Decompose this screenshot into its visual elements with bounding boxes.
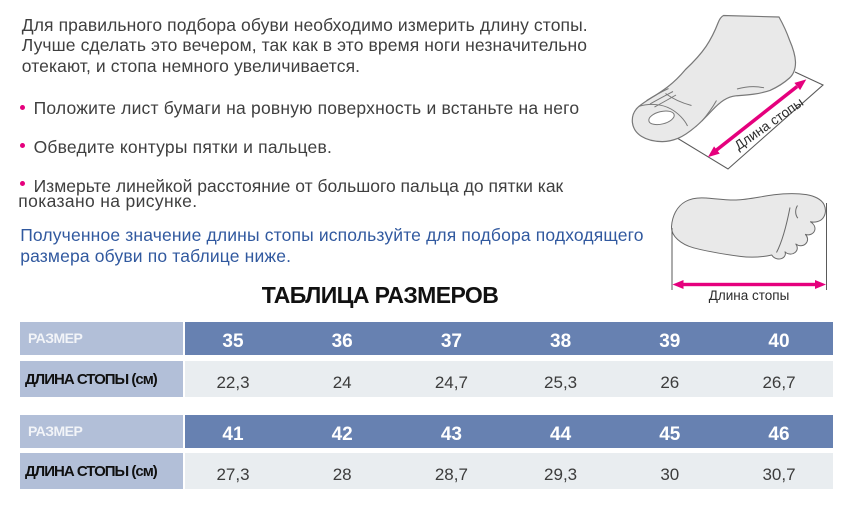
svg-text:Длина стопы: Длина стопы: [709, 288, 790, 303]
svg-text:Длина стопы: Длина стопы: [732, 95, 807, 154]
